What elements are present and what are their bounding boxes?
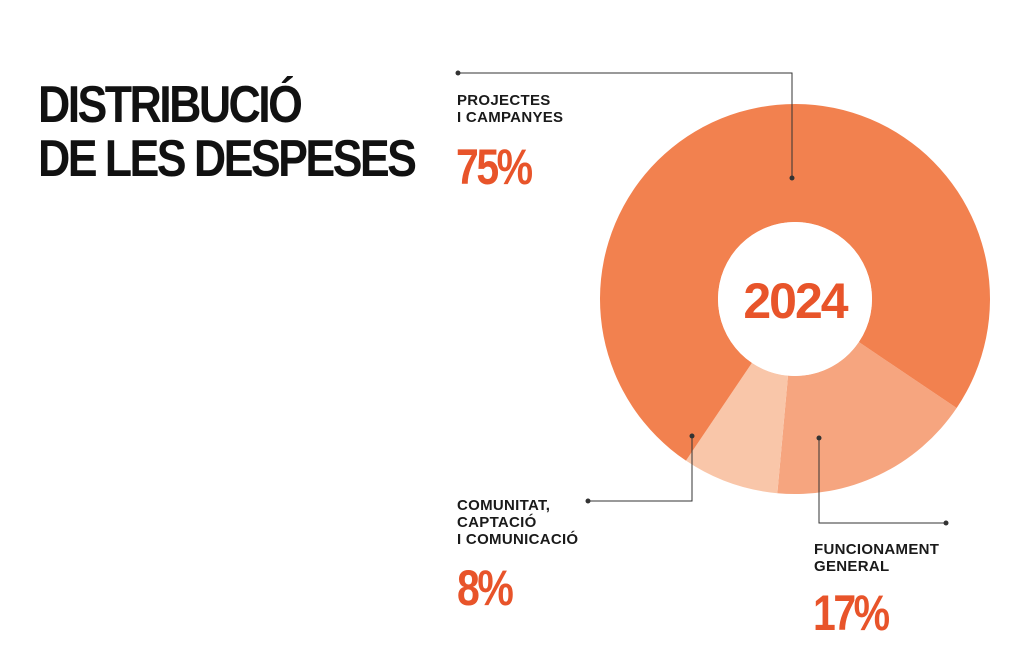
slice-label-projectes-line-2: I CAMPANYES — [457, 109, 564, 126]
slice-label-projectes: PROJECTES I CAMPANYES — [457, 92, 563, 126]
slice-label-funcionament-line-2: GENERAL — [814, 558, 890, 575]
leader-line-funcionament — [816, 435, 949, 526]
slice-value-funcionament: 17% — [813, 585, 890, 641]
chart-title: DISTRIBUCIÓ DE LES DESPESES — [38, 76, 417, 188]
slice-value-comunitat: 8% — [457, 560, 514, 616]
donut-slice-comunitat — [685, 362, 789, 494]
leader-line-comunitat — [585, 433, 695, 504]
chart-title-line-1: DISTRIBUCIÓ — [38, 76, 303, 134]
slice-value-projectes: 75% — [456, 139, 533, 195]
slice-label-comunitat: COMUNITAT, CAPTACIÓ I COMUNICACIÓ — [457, 497, 578, 548]
chart-title-line-2: DE LES DESPESES — [38, 130, 417, 188]
donut-slices — [600, 104, 991, 494]
donut-slice-funcionament — [777, 342, 957, 494]
slice-label-comunitat-line-1: COMUNITAT, — [457, 497, 551, 514]
donut-hole — [718, 222, 872, 376]
slice-label-funcionament-line-1: FUNCIONAMENT — [814, 541, 940, 558]
slice-label-comunitat-line-2: CAPTACIÓ — [457, 514, 537, 531]
center-year-label: 2024 — [743, 273, 848, 329]
slice-label-projectes-line-1: PROJECTES — [457, 92, 551, 109]
donut-slice-projectes — [600, 104, 991, 461]
leader-line-projectes — [455, 70, 795, 181]
slice-label-funcionament: FUNCIONAMENT GENERAL — [814, 541, 939, 575]
slice-label-comunitat-line-3: I COMUNICACIÓ — [457, 531, 579, 548]
